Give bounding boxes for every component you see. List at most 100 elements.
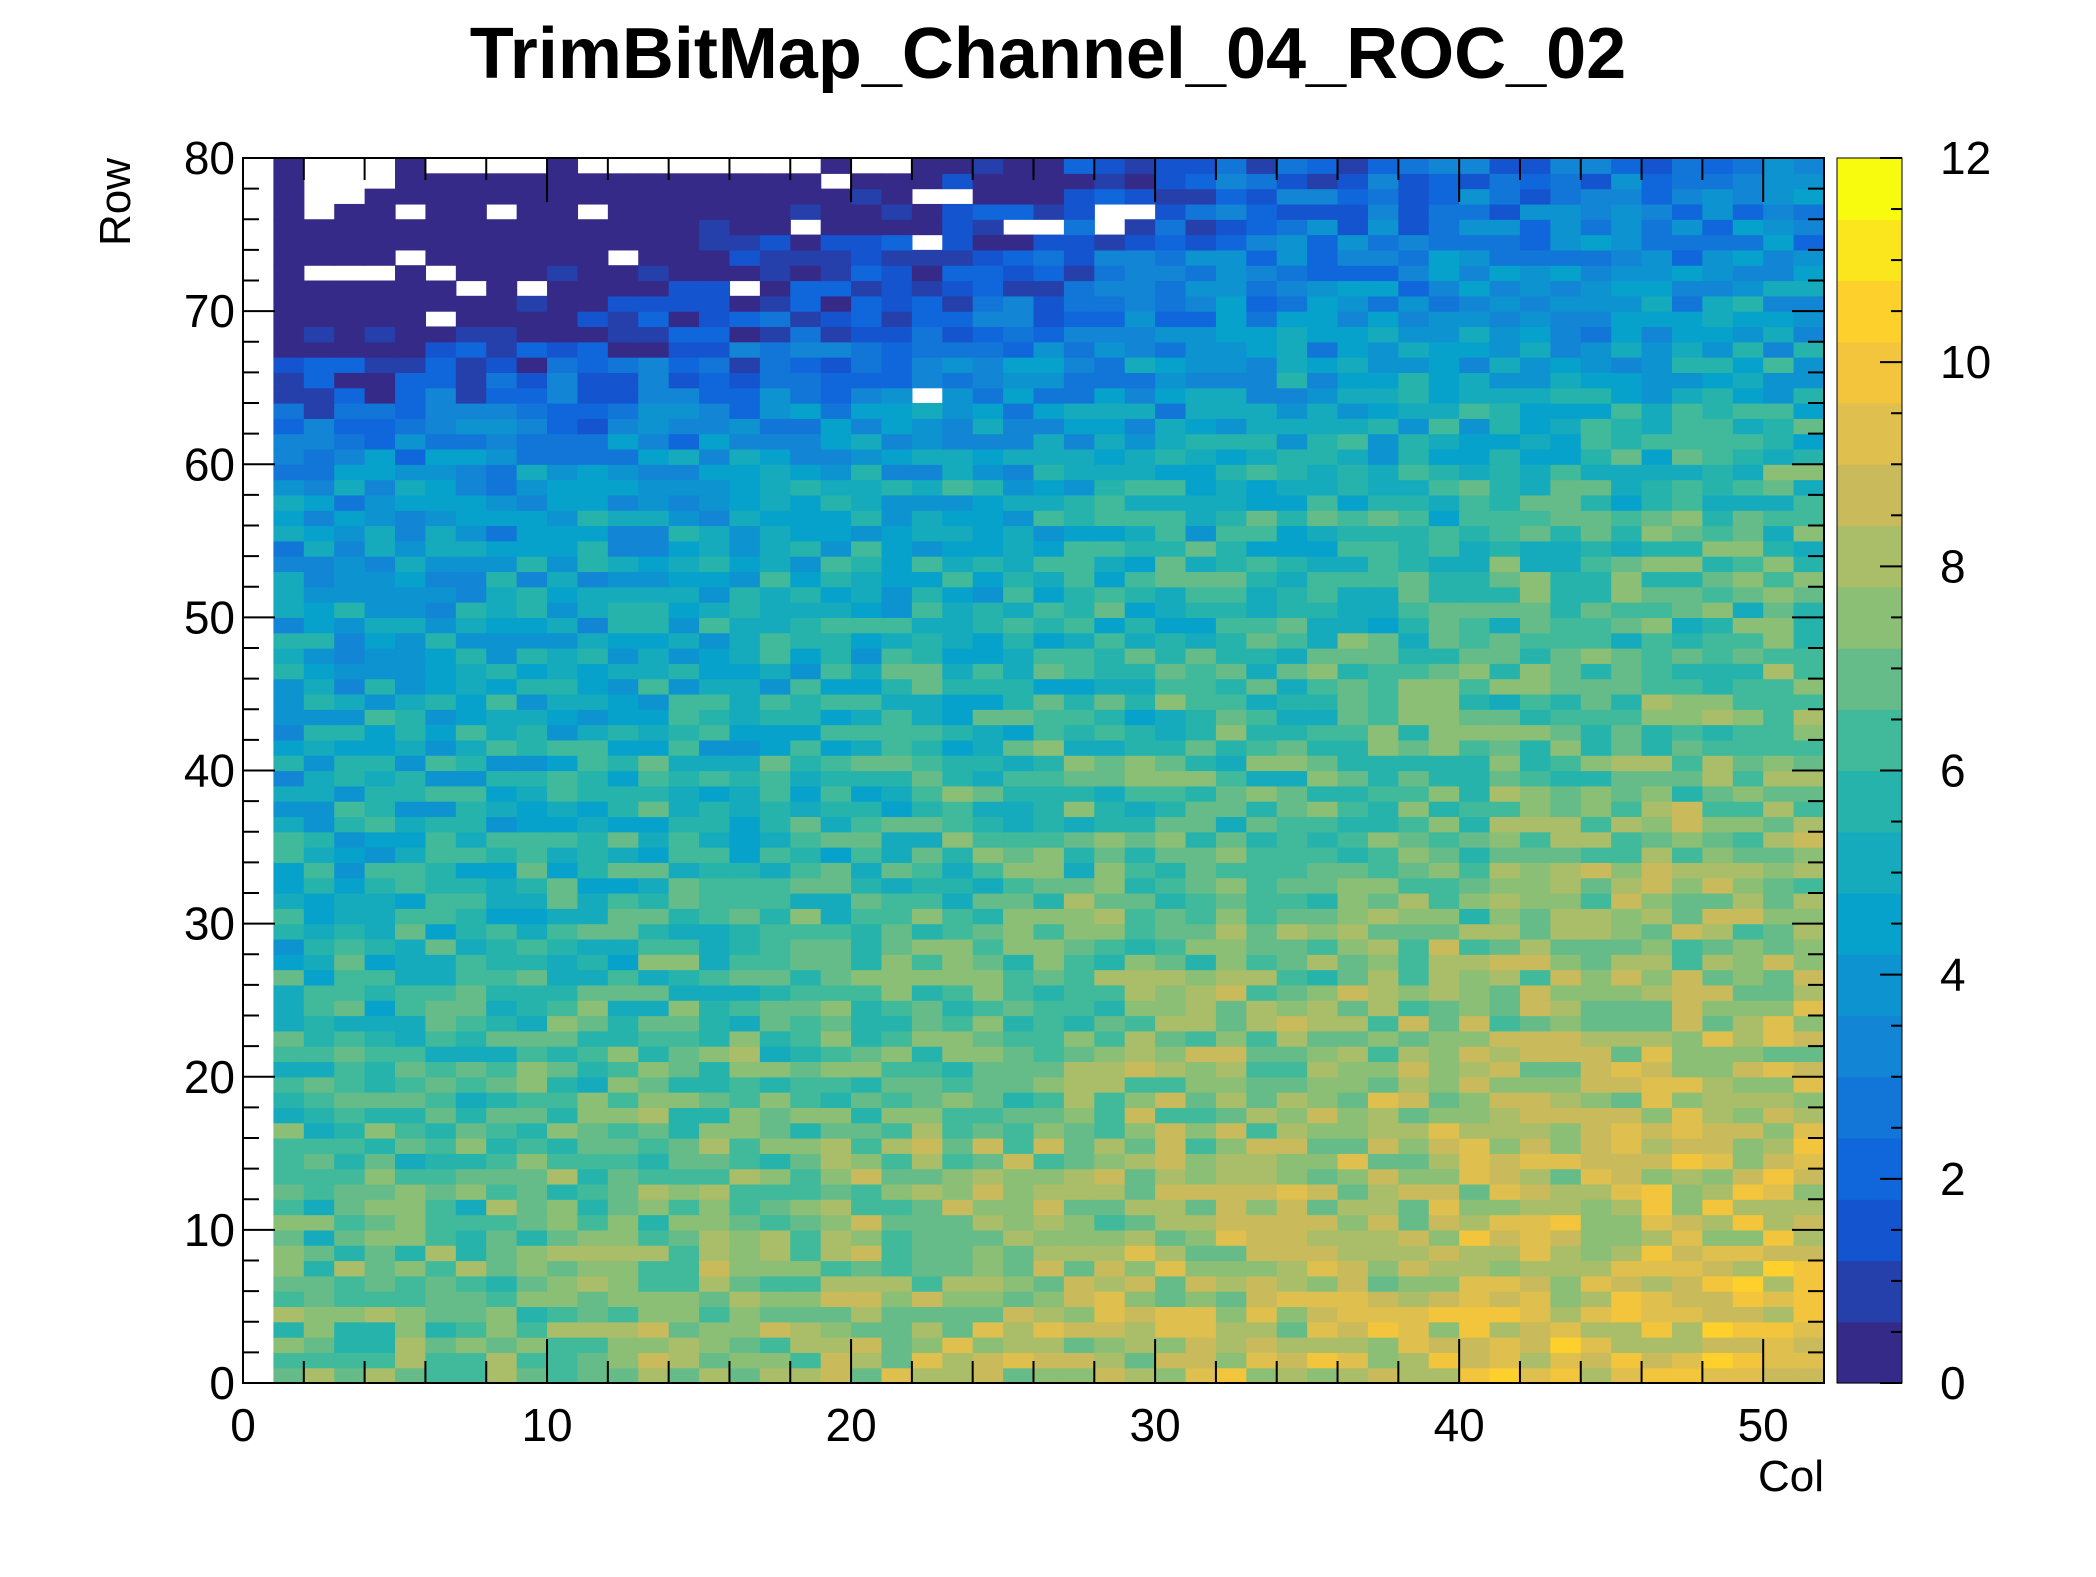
heatmap-cell: [1671, 1061, 1703, 1078]
heatmap-cell: [273, 678, 305, 695]
heatmap-cell: [1489, 219, 1521, 236]
heatmap-cell: [1063, 847, 1095, 863]
heatmap-cell: [1307, 862, 1339, 879]
heatmap-cell: [303, 341, 335, 358]
heatmap-cell: [1337, 1061, 1369, 1078]
heatmap-cell: [1185, 1046, 1217, 1063]
heatmap-cell: [1428, 479, 1460, 496]
heatmap-cell: [1276, 1076, 1308, 1093]
heatmap-cell: [1580, 311, 1612, 328]
heatmap-cell: [1215, 249, 1247, 266]
heatmap-cell: [1063, 525, 1095, 542]
heatmap-cell: [1246, 785, 1278, 802]
heatmap-cell: [1246, 403, 1278, 419]
heatmap-cell: [638, 188, 670, 205]
heatmap-cell: [1459, 847, 1491, 863]
heatmap-cell: [942, 158, 974, 174]
heatmap-cell: [1671, 847, 1703, 863]
heatmap-cell: [1398, 954, 1430, 971]
heatmap-cell: [303, 1168, 335, 1185]
heatmap-cell: [577, 311, 609, 328]
heatmap-cell: [1428, 1367, 1460, 1384]
heatmap-cell: [668, 1367, 700, 1384]
heatmap-cell: [1215, 1030, 1247, 1047]
heatmap-cell: [1337, 188, 1369, 205]
heatmap-cell: [1215, 847, 1247, 863]
heatmap-cell: [1246, 1260, 1278, 1277]
heatmap-cell: [881, 249, 913, 266]
heatmap-cell: [851, 1030, 883, 1047]
heatmap-cell: [1246, 969, 1278, 986]
heatmap-cell: [699, 1153, 731, 1170]
heatmap-cell: [1763, 1260, 1795, 1277]
heatmap-cell: [1155, 755, 1187, 772]
heatmap-cell: [851, 709, 883, 726]
heatmap-cell: [1580, 448, 1612, 465]
heatmap-cell: [547, 908, 579, 925]
heatmap-cell: [881, 234, 913, 251]
heatmap-cell: [516, 1321, 548, 1338]
heatmap-cell: [1702, 1061, 1734, 1078]
heatmap-cell: [729, 341, 761, 358]
heatmap-cell: [1671, 1229, 1703, 1246]
x-tick-label: 20: [825, 1399, 876, 1451]
heatmap-cell: [364, 219, 396, 236]
heatmap-cell: [607, 265, 639, 282]
heatmap-cell: [273, 1183, 305, 1200]
heatmap-cell: [1307, 816, 1339, 833]
heatmap-cell: [1550, 1367, 1582, 1384]
heatmap-cell: [1307, 1352, 1339, 1369]
heatmap-cell: [1398, 494, 1430, 511]
heatmap-cell: [425, 387, 457, 404]
heatmap-cell: [1003, 908, 1035, 925]
heatmap-cell: [790, 648, 822, 664]
heatmap-cell: [1337, 433, 1369, 450]
heatmap-cell: [638, 295, 670, 312]
heatmap-cell: [759, 663, 791, 680]
heatmap-cell: [1550, 1275, 1582, 1292]
heatmap-cell: [1003, 433, 1035, 450]
heatmap-cell: [911, 1153, 943, 1170]
heatmap-cell: [851, 311, 883, 328]
heatmap-cell: [759, 770, 791, 787]
heatmap-cell: [790, 816, 822, 833]
heatmap-cell: [1003, 678, 1035, 695]
heatmap-cell: [851, 816, 883, 833]
heatmap-cell: [1671, 1214, 1703, 1231]
heatmap-cell: [1033, 1321, 1065, 1338]
heatmap-cell: [334, 479, 366, 496]
heatmap-cell: [1155, 556, 1187, 573]
heatmap-cell: [425, 280, 457, 297]
heatmap-cell: [273, 387, 305, 404]
heatmap-cell: [607, 1245, 639, 1262]
heatmap-cell: [303, 1260, 335, 1277]
heatmap-cell: [577, 556, 609, 573]
heatmap-cell: [1124, 693, 1156, 710]
heatmap-cell: [1124, 1138, 1156, 1154]
heatmap-cell: [820, 280, 852, 297]
heatmap-cell: [729, 648, 761, 664]
heatmap-cell: [486, 433, 518, 450]
heatmap-cell: [1611, 709, 1643, 726]
heatmap-cell: [577, 494, 609, 511]
heatmap-cell: [303, 234, 335, 251]
heatmap-cell: [425, 1291, 457, 1308]
heatmap-cell: [1185, 893, 1217, 909]
heatmap-cell: [942, 1046, 974, 1063]
heatmap-cell: [1398, 739, 1430, 756]
heatmap-cell: [303, 847, 335, 863]
heatmap-cell: [1155, 265, 1187, 282]
heatmap-cell: [1003, 648, 1035, 664]
colorbar-segment: [1837, 770, 1902, 833]
heatmap-cell: [1003, 1015, 1035, 1032]
heatmap-cell: [729, 816, 761, 833]
heatmap-cell: [1398, 648, 1430, 664]
heatmap-cell: [1246, 1046, 1278, 1063]
heatmap-cell: [1398, 724, 1430, 741]
heatmap-cell: [1580, 510, 1612, 527]
heatmap-cell: [1641, 954, 1673, 971]
heatmap-cell: [486, 571, 518, 588]
heatmap-cell: [881, 357, 913, 373]
heatmap-cell: [1155, 1061, 1187, 1078]
heatmap-cell: [1428, 1306, 1460, 1323]
